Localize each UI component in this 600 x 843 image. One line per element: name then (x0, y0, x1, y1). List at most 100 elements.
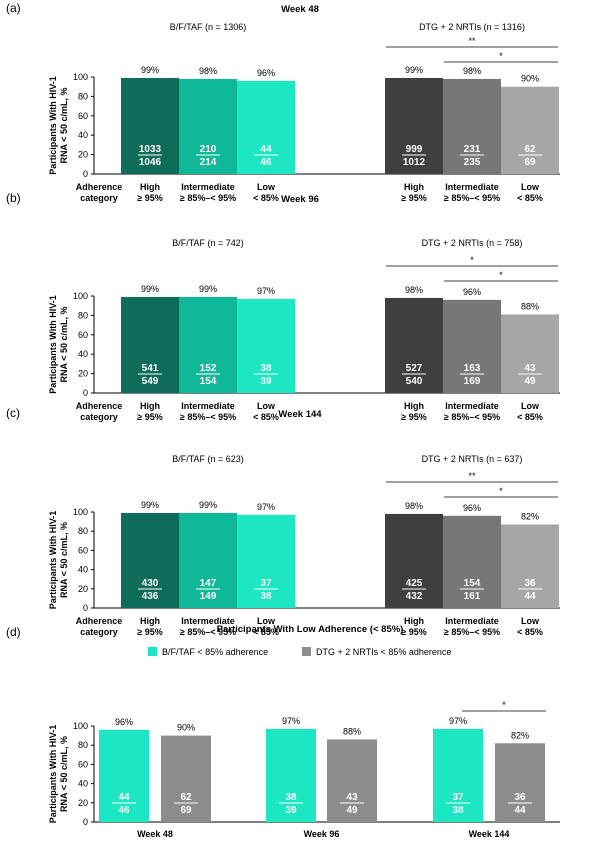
panel-b-group-2-0-numerator: 527 (406, 363, 423, 374)
panel-a-y-axis-label-line2: RNA < 50 c/mL, % (59, 88, 69, 164)
panel-a-group-1-category-sub-1: ≥ 85%–< 95% (180, 193, 236, 203)
panel-b-y-tick-label: 80 (78, 310, 88, 320)
panel-a-group-2-category-2: Low (521, 182, 540, 192)
panel-b-group-1-category-1: Intermediate (181, 401, 235, 411)
panel-b-group-1-2-denominator: 39 (260, 376, 272, 387)
panel-d-cat1-s0-value-label: 97% (282, 716, 300, 726)
panel-d-cat0-s0-value-label: 96% (115, 717, 133, 727)
panel-a-y-tick-label: 100 (73, 72, 88, 82)
panel-d-cat0-s1-numerator: 62 (180, 792, 192, 803)
panel-c-group-2-0-denominator: 432 (406, 591, 423, 602)
panel-d-y-tick-label: 0 (83, 817, 88, 827)
panel-a-y-tick-label: 0 (83, 169, 88, 179)
panel-d-y-axis-label-line2: RNA < 50 c/mL, % (59, 736, 69, 812)
panel-d-cat2-s1-numerator: 36 (514, 792, 526, 803)
panel-c-group-1-category-sub-0: ≥ 95% (137, 627, 162, 637)
panel-d-y-tick-label: 40 (78, 779, 88, 789)
panel-a-group-1-category-sub-0: ≥ 95% (137, 193, 162, 203)
panel-d-cat0-s1-bar (161, 735, 211, 822)
panel-c-adherence-label-line1: Adherence (76, 616, 123, 626)
panel-b-group-1-category-sub-1: ≥ 85%–< 95% (180, 412, 236, 422)
panel-c-group-1-category-sub-2: < 85% (253, 627, 279, 637)
panel-d-cat0-s0-numerator: 44 (118, 792, 130, 803)
panel-d-y-axis-label-line1: Participants With HIV-1 (48, 725, 58, 823)
panel-b-group-2-2-denominator: 49 (524, 376, 536, 387)
panel-a-group-2-0-numerator: 999 (406, 144, 423, 155)
panel-a-group-2-2-bar (501, 86, 559, 174)
panel-d-cat1-s1-numerator: 43 (346, 792, 358, 803)
panel-b-y-axis-label-line2: RNA < 50 c/mL, % (59, 307, 69, 383)
panel-d-category-2: Week 144 (469, 829, 510, 839)
panel-b-group-2-0-value-label: 98% (405, 285, 423, 295)
panel-c-group-2-bracket-1-significance-label: * (499, 486, 503, 496)
panel-a-adherence-label-line1: Adherence (76, 182, 123, 192)
panel-c-group-1-2-value-label: 97% (257, 502, 275, 512)
panel-b-y-tick-label: 40 (78, 349, 88, 359)
panel-c-group-1-0-bar (121, 512, 179, 608)
panel-c-group-2-1-denominator: 161 (464, 591, 481, 602)
panel-a-group-1-2-bar (237, 80, 295, 174)
panel-c-y-tick-label: 80 (78, 526, 88, 536)
panel-b-y-axis-label-line1: Participants With HIV-1 (48, 295, 58, 393)
panel-a-group-2-category-sub-2: < 85% (517, 193, 543, 203)
panel-a-group-2-0-bar (385, 77, 443, 174)
panel-d-cat2-s0-denominator: 38 (452, 805, 464, 816)
panel-a-group-1-category-1: Intermediate (181, 182, 235, 192)
panel-a-group-2-2-numerator: 62 (524, 144, 536, 155)
panel-c-group-2-category-0: High (404, 616, 424, 626)
panel-a-group-2-category-0: High (404, 182, 424, 192)
panel-d-y-axis-label: Participants With HIV-1 RNA < 50 c/mL, % (48, 725, 69, 823)
panel-c-group-2-2-bar (501, 524, 559, 608)
panel-b-group-2-category-2: Low (521, 401, 540, 411)
panel-d-y-tick-label: 20 (78, 798, 88, 808)
panel-c-group-2-2-numerator: 36 (524, 578, 536, 589)
panel-a-y-tick-label: 20 (78, 150, 88, 160)
panel-b-group-2-2-bar (501, 314, 559, 393)
panel-a-group-1-2-numerator: 44 (260, 144, 272, 155)
panel-d-cat1-s1-bar (327, 739, 377, 822)
panel-c-y-axis-label-line1: Participants With HIV-1 (48, 511, 58, 609)
panel-c-group-1-category-0: High (140, 616, 160, 626)
panel-a-group-1-2-denominator: 46 (260, 157, 272, 168)
panel-c-group-2-1-value-label: 96% (463, 503, 481, 513)
panel-d-y-tick-label: 60 (78, 759, 88, 769)
panel-b-group-2-category-sub-1: ≥ 85%–< 95% (444, 412, 500, 422)
panel-b-group-2-1-numerator: 163 (464, 363, 481, 374)
panel-c-group-1-2-denominator: 38 (260, 591, 272, 602)
panel-a-y-axis-label-line1: Participants With HIV-1 (48, 76, 58, 174)
panel-b-group-1-1-bar (179, 296, 237, 393)
panel-b-group-2-category-sub-0: ≥ 95% (401, 412, 426, 422)
panel-c-group-1-1-value-label: 99% (199, 500, 217, 510)
panel-a-group-1-0-bar (121, 77, 179, 174)
panel-c-group-1-1-bar (179, 512, 237, 608)
panel-c-title: Week 144 (278, 409, 322, 420)
panel-a-group-2-1-numerator: 231 (464, 144, 481, 155)
panel-d-cat1-s1-denominator: 49 (346, 805, 358, 816)
panel-b-group-2-0-denominator: 540 (406, 376, 423, 387)
panel-b-y-tick-label: 100 (73, 291, 88, 301)
panel-c-group-1-2-bar (237, 514, 295, 608)
panel-b-group-1-1-value-label: 99% (199, 284, 217, 294)
panel-a-adherence-label-line2: category (80, 193, 118, 203)
panel-b-group-1-1-numerator: 152 (200, 363, 217, 374)
panel-d-cat0-s1-denominator: 69 (180, 805, 192, 816)
panel-a-group-2-category-1: Intermediate (445, 182, 499, 192)
panel-c-group-1-0-numerator: 430 (142, 578, 159, 589)
panel-b-group-2-category-sub-2: < 85% (517, 412, 543, 422)
panel-b-group-1-2-numerator: 38 (260, 363, 272, 374)
panel-c-y-tick-label: 100 (73, 507, 88, 517)
panel-b-adherence-label-line1: Adherence (76, 401, 123, 411)
panel-b-group-1-0-numerator: 541 (142, 363, 159, 374)
panel-a-group-2-2-value-label: 90% (521, 74, 539, 84)
panel-b-group-2-name: DTG + 2 NRTIs (n = 758) (422, 238, 523, 248)
panel-b-y-axis-label: Participants With HIV-1 RNA < 50 c/mL, % (48, 295, 69, 393)
panel-b-group-2-1-value-label: 96% (463, 287, 481, 297)
panel-b-label: (b) (6, 191, 21, 205)
panel-d-legend-item-0: B/F/TAF < 85% adherence (162, 647, 268, 657)
panel-c-group-2-2-denominator: 44 (524, 591, 536, 602)
panel-a-group-1-name: B/F/TAF (n = 1306) (170, 22, 247, 32)
panel-a-group-1-1-value-label: 98% (199, 66, 217, 76)
panel-b-group-2-0-bar (385, 297, 443, 393)
panel-c-group-1-category-1: Intermediate (181, 616, 235, 626)
